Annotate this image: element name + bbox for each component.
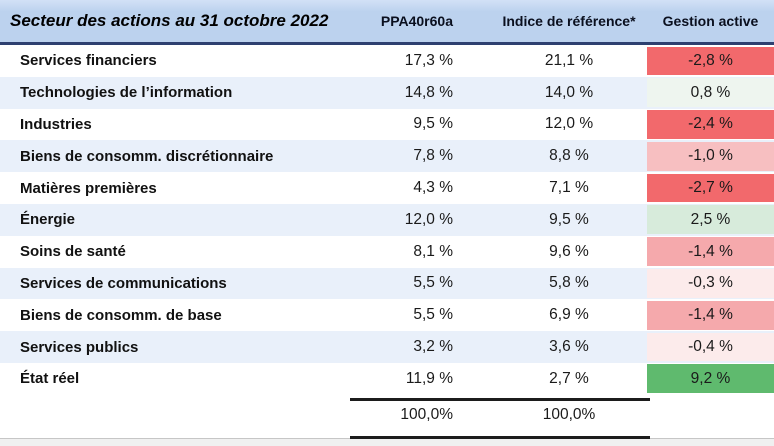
sector-label: Matières premières [20,179,157,197]
table-row: Soins de santé 8,1 % 9,6 % -1,4 % [0,235,774,268]
totals-row: 100,0% 100,0% [0,394,774,434]
sector-label: Biens de consomm. discrétionnaire [20,147,274,165]
total-fund-value: 100,0% [400,406,453,424]
fund-weight-value: 17,3 % [404,51,453,69]
benchmark-weight-value: 7,1 % [549,179,589,197]
total-benchmark-value: 100,0% [542,406,596,424]
benchmark-weight-value: 12,0 % [544,115,594,133]
table-row: Services financiers 17,3 % 21,1 % -2,8 % [0,45,774,77]
active-weight-cell: -1,4 % [647,300,774,330]
benchmark-weight-value: 9,5 % [549,210,589,228]
benchmark-weight-value: 21,1 % [544,51,594,69]
sector-label: Services publics [20,338,139,356]
active-weight-cell: -1,4 % [647,237,774,267]
active-weight-cell: 2,5 % [647,205,774,235]
table-row: Services publics 3,2 % 3,6 % -0,4 % [0,331,774,363]
benchmark-weight-value: 3,6 % [549,338,589,356]
active-weight-cell: -2,8 % [647,46,774,76]
totals-bottom-rule [350,436,650,439]
table-body: Services financiers 17,3 % 21,1 % -2,8 %… [0,45,774,395]
table-row: Industries 9,5 % 12,0 % -2,4 % [0,108,774,141]
benchmark-weight-value: 8,8 % [549,147,589,165]
benchmark-weight-value: 2,7 % [549,369,589,387]
sector-label: Services financiers [20,52,157,70]
fund-weight-value: 4,3 % [413,179,453,197]
sector-label: Soins de santé [20,243,126,261]
benchmark-weight-value: 9,6 % [549,242,589,260]
column-header-fund: PPA40r60a [380,13,453,29]
benchmark-weight-value: 14,0 % [544,83,594,101]
fund-weight-value: 5,5 % [413,274,453,292]
benchmark-weight-value: 6,9 % [549,306,589,324]
sector-label: État réel [20,370,80,388]
fund-weight-value: 9,5 % [413,115,453,133]
page-title: Secteur des actions au 31 octobre 2022 [10,11,329,30]
fund-weight-value: 7,8 % [413,147,453,165]
table-row: Services de communications 5,5 % 5,8 % -… [0,267,774,300]
table-row: État réel 11,9 % 2,7 % 9,2 % [0,362,774,395]
column-header-active: Gestion active [662,13,759,29]
footer-strip [0,438,774,446]
table-row: Technologies de l’information 14,8 % 14,… [0,76,774,109]
active-weight-cell: -2,4 % [647,110,774,139]
benchmark-weight-value: 5,8 % [549,274,589,292]
sector-label: Énergie [20,211,76,229]
active-weight-cell: -0,4 % [647,332,774,362]
totals-top-rule [350,398,650,401]
table-header: Secteur des actions au 31 octobre 2022 P… [0,0,774,45]
column-header-benchmark: Indice de référence* [502,13,636,29]
fund-weight-value: 12,0 % [404,210,453,228]
sector-label: Industries [20,115,92,133]
active-weight-cell: 0,8 % [647,78,774,108]
fund-weight-value: 8,1 % [413,242,453,260]
sector-label: Technologies de l’information [20,84,233,102]
active-weight-cell: -2,7 % [647,173,774,203]
table-row: Énergie 12,0 % 9,5 % 2,5 % [0,203,774,236]
active-weight-cell: -0,3 % [647,269,774,298]
fund-weight-value: 3,2 % [413,338,453,356]
fund-weight-value: 14,8 % [404,83,453,101]
table-row: Matières premières 4,3 % 7,1 % -2,7 % [0,172,774,204]
active-weight-cell: 9,2 % [647,364,774,394]
table-row: Biens de consomm. de base 5,5 % 6,9 % -1… [0,299,774,332]
table-row: Biens de consomm. discrétionnaire 7,8 % … [0,140,774,173]
fund-weight-value: 11,9 % [405,369,453,387]
sector-label: Services de communications [20,274,227,292]
fund-weight-value: 5,5 % [413,306,453,324]
active-weight-cell: -1,0 % [647,141,774,171]
sector-label: Biens de consomm. de base [20,306,222,324]
